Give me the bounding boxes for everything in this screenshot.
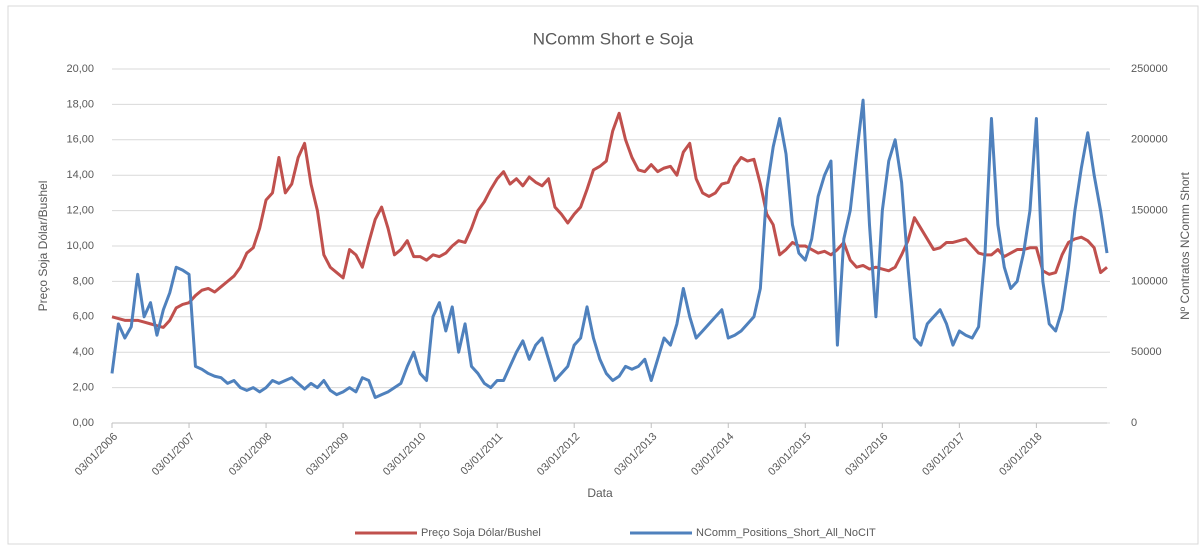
y-tick-label: 20,00	[66, 63, 94, 75]
y-tick-label: 16,00	[66, 134, 94, 146]
legend-label: NComm_Positions_Short_All_NoCIT	[696, 527, 876, 539]
chart-title: NComm Short e Soja	[533, 29, 694, 48]
y2-tick-label: 0	[1131, 417, 1137, 429]
y-axis-title: Preço Soja Dólar/Bushel	[36, 181, 50, 312]
y-tick-label: 18,00	[66, 98, 94, 110]
y2-tick-label: 200000	[1131, 134, 1168, 146]
y-tick-label: 8,00	[73, 275, 94, 287]
y-tick-label: 12,00	[66, 205, 94, 217]
legend-label: Preço Soja Dólar/Bushel	[421, 527, 541, 539]
x-axis-title: Data	[587, 486, 613, 500]
y-tick-label: 14,00	[66, 169, 94, 181]
series-line	[110, 98, 1109, 400]
y2-tick-label: 50000	[1131, 346, 1162, 358]
y-tick-label: 2,00	[73, 382, 94, 394]
y2-tick-label: 250000	[1131, 63, 1168, 75]
chart-border	[7, 5, 1199, 545]
series-line	[111, 111, 1108, 329]
y2-tick-label: 100000	[1131, 275, 1168, 287]
y-tick-label: 10,00	[66, 240, 94, 252]
y2-axis-title: Nº Contratos NComm Short	[1178, 171, 1192, 319]
y2-tick-label: 150000	[1131, 205, 1168, 217]
y-tick-label: 4,00	[73, 346, 94, 358]
y-tick-label: 6,00	[73, 311, 94, 323]
y-tick-label: 0,00	[73, 417, 94, 429]
